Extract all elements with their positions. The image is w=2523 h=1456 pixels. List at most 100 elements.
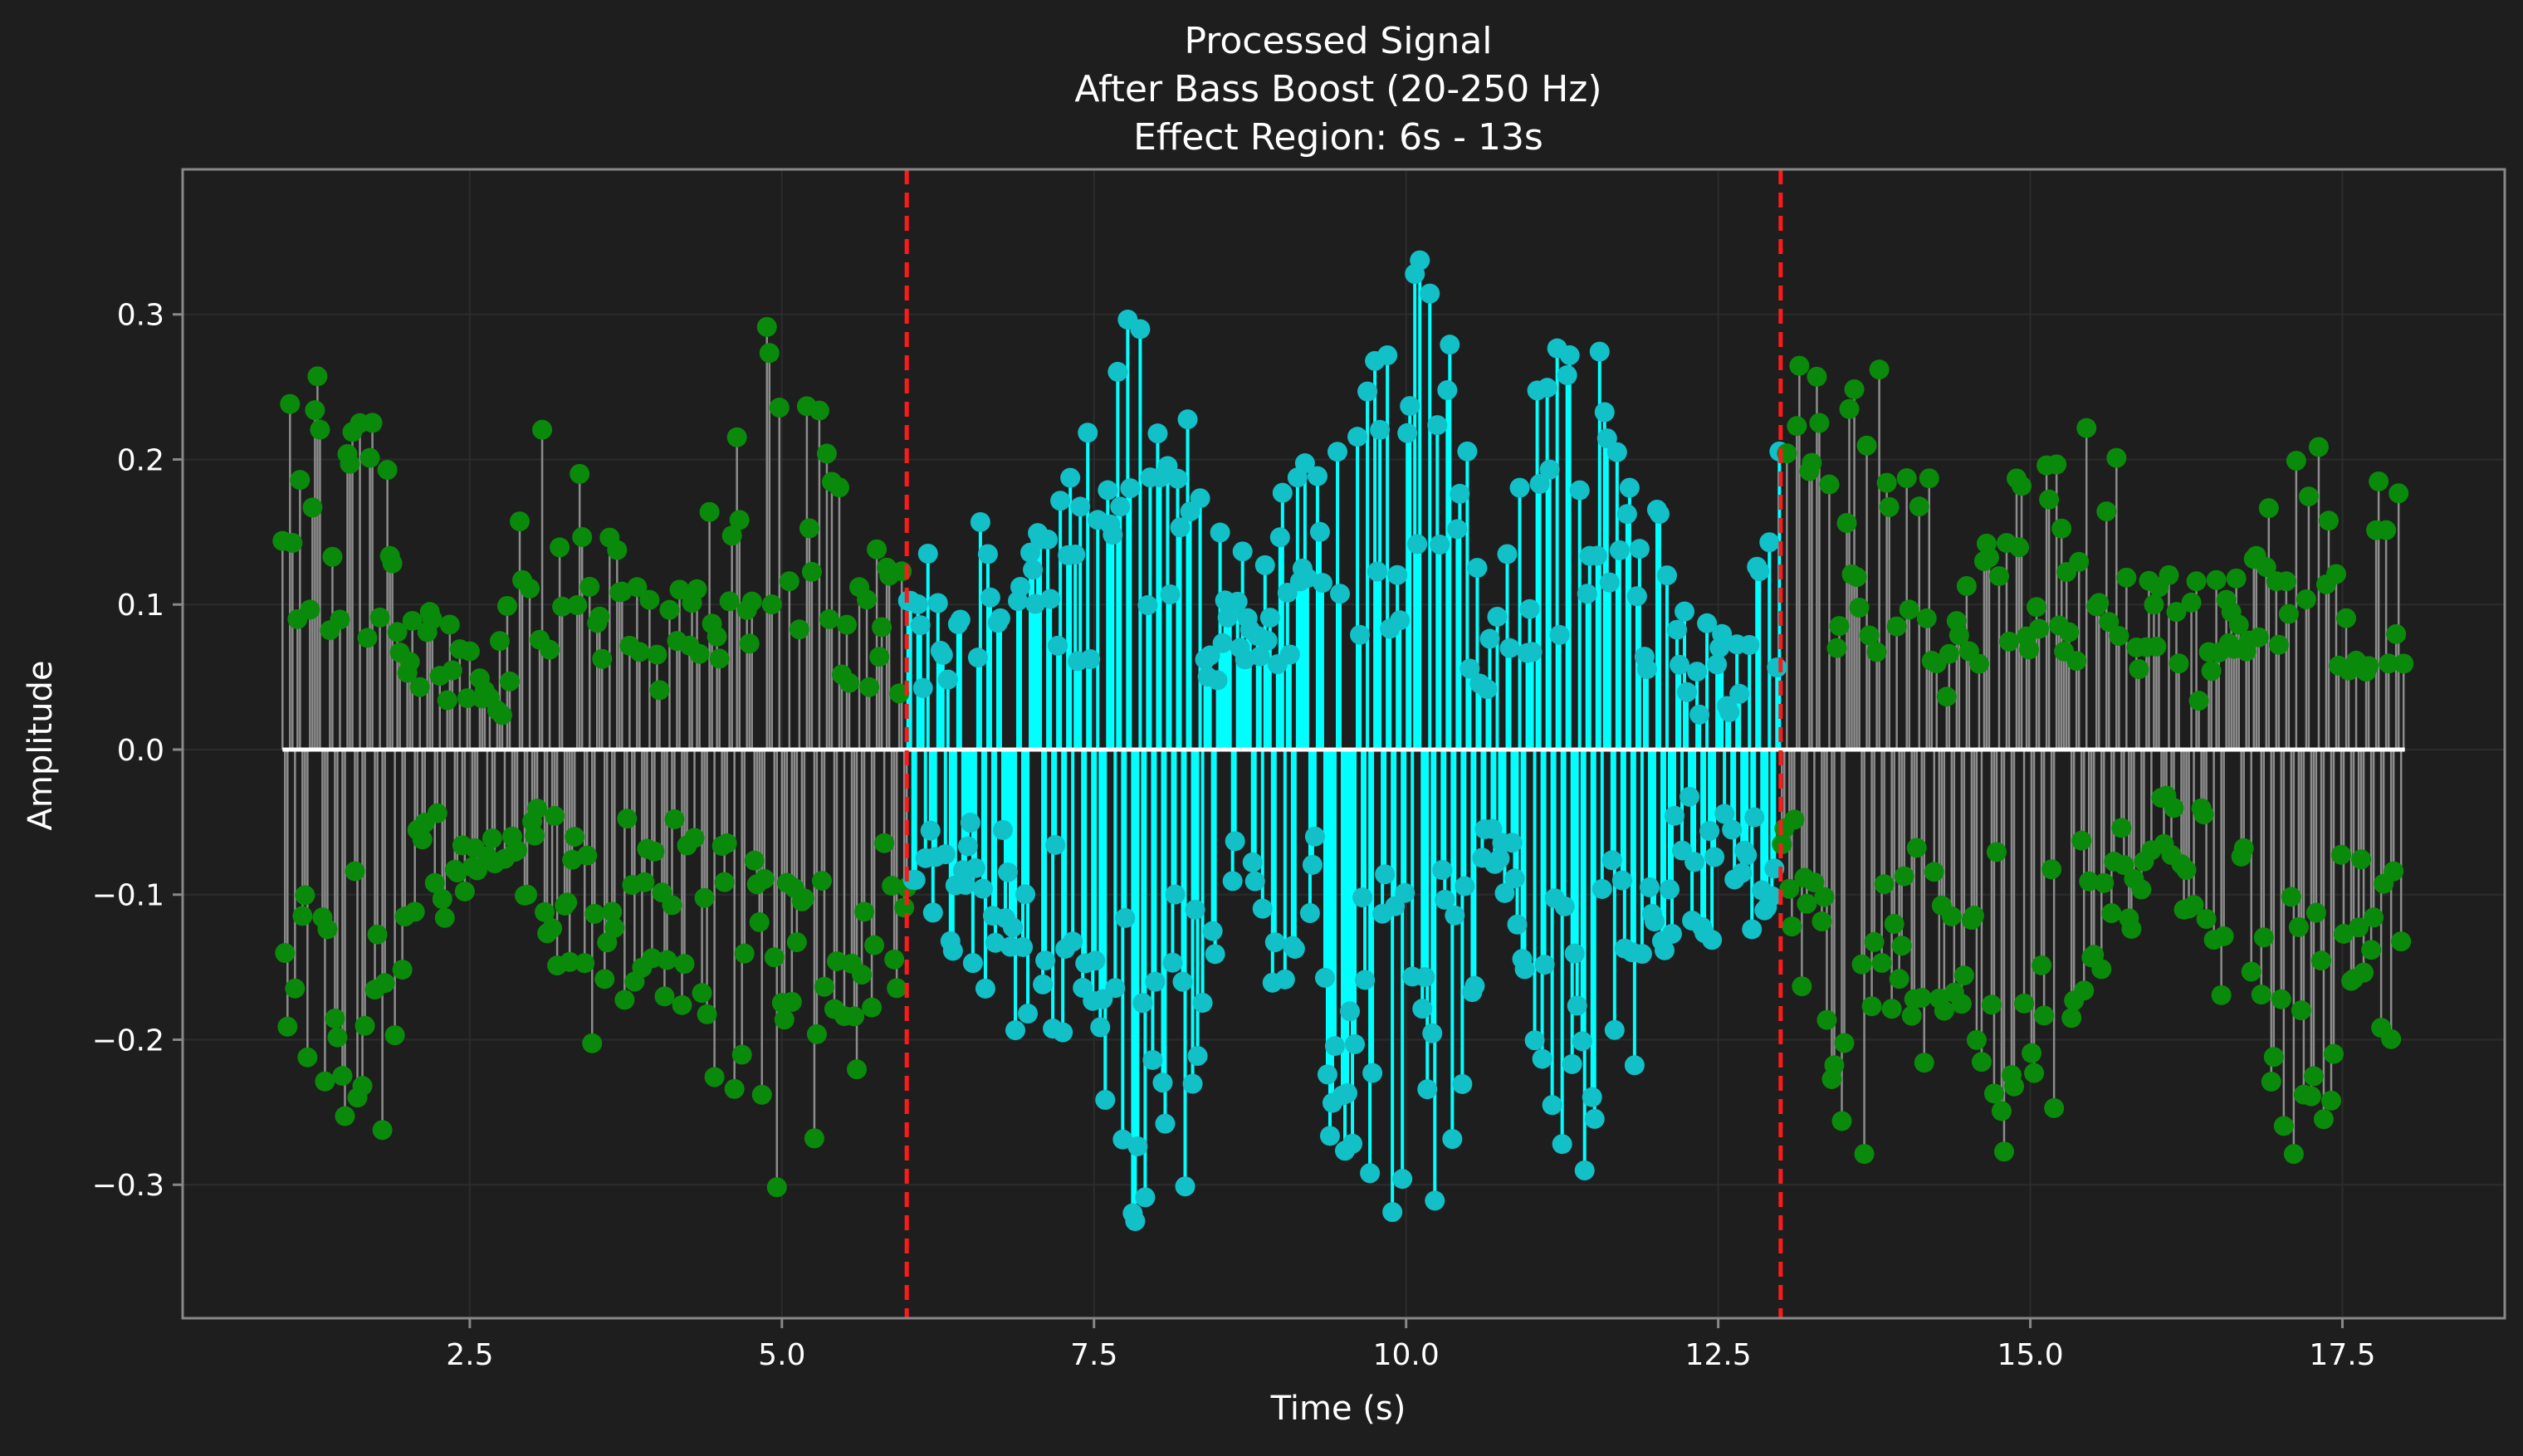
stem-marker	[1457, 441, 1478, 462]
stem-marker	[510, 511, 531, 532]
stem-marker	[2301, 1086, 2321, 1107]
stem-marker	[1130, 319, 1151, 340]
y-tick-label: 0.1	[117, 589, 164, 623]
stem-marker	[1085, 950, 1106, 971]
stem-marker	[854, 901, 875, 922]
stem-marker	[1939, 643, 1959, 664]
stem-marker	[2109, 626, 2129, 647]
stem-marker	[1599, 572, 1620, 593]
stem-marker	[325, 1008, 345, 1028]
stem-marker	[2186, 571, 2207, 592]
stem-marker	[567, 594, 588, 615]
stem-marker	[942, 941, 963, 961]
stem-marker	[2039, 489, 2060, 510]
stem-marker	[816, 443, 837, 464]
stem-marker	[1455, 876, 1475, 897]
x-tick-label: 12.5	[1685, 1338, 1752, 1372]
stem-marker	[1460, 658, 1480, 679]
stem-marker	[719, 591, 740, 612]
stem-marker	[960, 812, 980, 833]
stem-marker	[922, 902, 943, 923]
stem-marker	[2308, 437, 2329, 457]
stem-marker	[2226, 568, 2247, 589]
x-tick-label: 15.0	[1997, 1338, 2063, 1372]
stem-marker	[520, 578, 540, 599]
stem-marker	[1659, 879, 1680, 900]
stem-marker	[1357, 381, 1378, 402]
stem-marker	[1971, 1052, 1992, 1072]
stem-marker	[2351, 849, 2372, 870]
stem-marker	[2263, 1047, 2284, 1068]
stem-marker	[1601, 850, 1622, 871]
stem-marker	[1886, 616, 1907, 637]
stem-marker	[392, 960, 413, 980]
stem-marker	[1767, 657, 1787, 678]
stem-marker	[2354, 962, 2374, 983]
stem-marker	[1489, 848, 1510, 869]
stem-marker	[1053, 1022, 1073, 1043]
stem-marker	[525, 825, 545, 846]
stem-marker	[1787, 416, 1807, 437]
stem-marker	[2188, 691, 2209, 711]
stem-marker	[1279, 644, 1300, 665]
stem-marker	[962, 953, 983, 974]
stem-marker	[1514, 959, 1535, 980]
stem-marker	[1430, 535, 1450, 555]
stem-marker	[442, 660, 462, 681]
stem-marker	[1919, 468, 1939, 489]
stem-marker	[1390, 610, 1411, 631]
stem-marker	[1934, 1000, 1954, 1021]
stem-marker	[1592, 878, 1612, 899]
stem-marker	[1802, 452, 1822, 473]
stem-marker	[340, 453, 360, 474]
stem-marker	[2303, 1066, 2324, 1087]
stem-marker	[2034, 1005, 2055, 1026]
x-tick-label: 5.0	[758, 1338, 805, 1372]
stem-marker	[2012, 476, 2032, 496]
stem-marker	[1619, 477, 1640, 498]
stem-marker	[374, 973, 395, 994]
stem-marker	[412, 829, 433, 850]
stem-marker	[1675, 601, 1695, 622]
stem-marker	[629, 642, 650, 662]
stem-marker	[2193, 804, 2214, 825]
stem-marker	[382, 553, 403, 574]
stem-marker	[801, 561, 822, 582]
stem-marker	[1582, 1087, 1602, 1107]
stem-marker	[1005, 1020, 1026, 1041]
stem-marker	[2164, 798, 2184, 818]
stem-marker	[2201, 661, 2222, 682]
stem-marker	[1212, 633, 1233, 653]
stem-marker	[2116, 567, 2137, 588]
stem-marker	[332, 1066, 353, 1087]
stem-marker	[1537, 378, 1557, 398]
stem-marker	[1896, 468, 1917, 489]
stem-marker	[654, 986, 675, 1007]
stem-marker	[1609, 540, 1630, 560]
stem-marker	[657, 950, 677, 970]
stem-marker	[664, 809, 685, 829]
stem-marker	[1272, 482, 1293, 503]
stem-marker	[1235, 649, 1255, 670]
stem-marker	[1874, 874, 1895, 895]
stem-marker	[992, 819, 1013, 840]
stem-marker	[1611, 870, 1632, 891]
stem-marker	[2004, 1076, 2025, 1097]
stem-marker	[2146, 636, 2167, 657]
stem-marker	[2169, 653, 2189, 674]
stem-marker	[1542, 1095, 1562, 1116]
stem-marker	[1264, 932, 1285, 953]
stem-marker	[1362, 1063, 1383, 1083]
stem-marker	[1309, 521, 1330, 542]
stem-marker	[2359, 656, 2379, 677]
stem-marker	[1901, 1005, 1922, 1026]
stem-marker	[1792, 976, 1812, 997]
stem-marker	[2022, 1043, 2042, 1063]
stem-marker	[912, 677, 933, 698]
stem-marker	[1819, 474, 1840, 495]
stem-marker	[2044, 1097, 2065, 1118]
stem-marker	[1192, 993, 1213, 1014]
stem-marker	[1482, 818, 1503, 839]
